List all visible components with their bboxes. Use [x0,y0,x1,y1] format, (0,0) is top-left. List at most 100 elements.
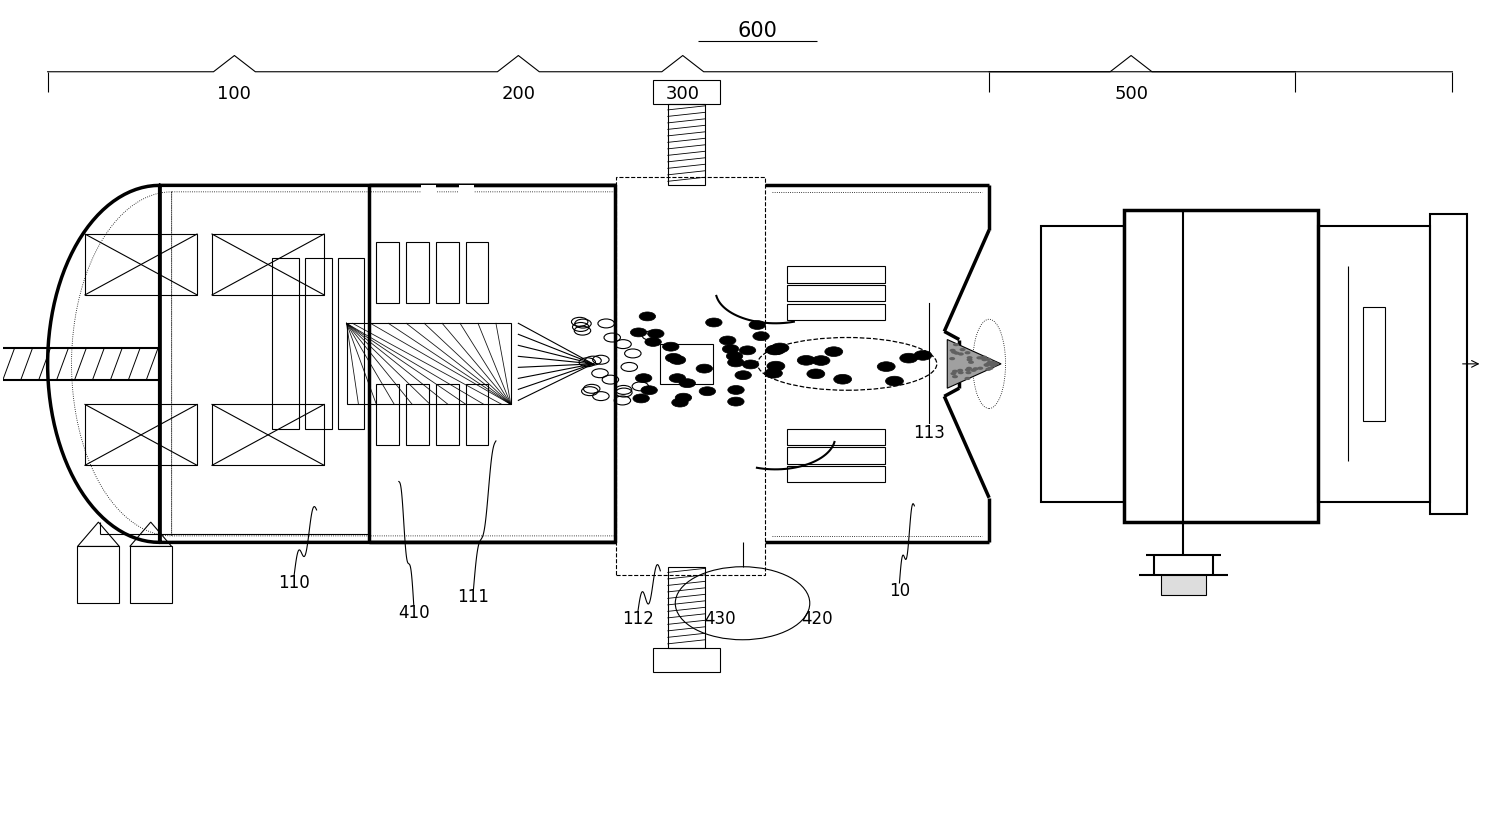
Circle shape [984,364,990,366]
Bar [1041,226,1124,502]
Circle shape [672,398,688,407]
Circle shape [986,362,992,365]
Bar [78,547,120,603]
Circle shape [964,351,970,355]
Circle shape [952,375,958,378]
Bar [211,234,324,295]
Text: 110: 110 [279,574,310,592]
Circle shape [984,364,990,367]
Text: 200: 200 [501,85,536,103]
Bar [211,404,324,466]
Circle shape [966,371,972,374]
Circle shape [748,320,765,329]
Circle shape [978,367,984,370]
Bar [304,258,332,429]
Bar [422,185,436,238]
Circle shape [900,353,918,363]
Bar [660,344,712,384]
Circle shape [878,362,896,372]
Bar [788,448,885,464]
Circle shape [699,386,715,395]
Circle shape [669,373,686,382]
Text: 113: 113 [914,424,945,442]
Circle shape [645,337,662,346]
Circle shape [648,329,664,338]
Circle shape [964,377,970,380]
Circle shape [986,368,992,371]
Circle shape [990,361,996,364]
Circle shape [972,367,978,370]
Bar [668,567,705,648]
Bar [436,384,459,445]
Text: 10: 10 [890,582,910,600]
Circle shape [966,367,972,370]
Bar [1362,307,1384,421]
Circle shape [766,345,784,355]
Circle shape [957,368,963,372]
Circle shape [952,369,958,373]
Bar [788,429,885,445]
Circle shape [981,355,987,359]
Bar [1161,575,1206,595]
Circle shape [768,345,786,355]
Text: 430: 430 [705,610,736,628]
Circle shape [640,386,657,395]
Circle shape [812,355,830,365]
Bar [130,547,171,603]
Circle shape [990,361,996,364]
Bar [1124,210,1318,522]
Circle shape [990,361,996,364]
Circle shape [705,318,722,327]
Circle shape [952,343,958,346]
Circle shape [825,346,843,356]
Circle shape [960,348,966,351]
Bar [788,285,885,301]
Bar [406,242,429,303]
Bar [466,384,489,445]
Text: 420: 420 [801,610,832,628]
Bar [376,384,399,445]
Circle shape [966,358,972,361]
Bar [652,80,720,105]
Circle shape [766,361,784,371]
Circle shape [666,354,682,362]
Circle shape [990,364,996,368]
Circle shape [735,371,752,380]
Circle shape [987,361,993,364]
Circle shape [950,357,956,360]
Circle shape [680,379,696,387]
Circle shape [696,364,712,373]
Circle shape [968,360,974,364]
Circle shape [723,345,740,354]
Circle shape [742,360,759,369]
Circle shape [980,356,986,359]
Circle shape [981,358,987,361]
Bar [652,648,720,672]
Circle shape [740,346,756,355]
Text: 112: 112 [622,610,654,628]
Circle shape [753,332,770,341]
Bar [668,105,705,185]
Circle shape [964,368,970,372]
Circle shape [726,351,742,360]
Circle shape [987,367,993,370]
Bar [788,266,885,283]
Circle shape [954,351,960,355]
Circle shape [798,355,814,365]
Circle shape [728,386,744,395]
Circle shape [970,368,976,372]
Bar [346,324,512,404]
Circle shape [807,369,825,379]
Bar [86,404,196,466]
Bar [1318,226,1430,502]
Circle shape [950,349,956,352]
Polygon shape [948,340,1000,388]
Bar [459,185,474,238]
Text: 500: 500 [1114,85,1148,103]
Circle shape [993,362,999,365]
Circle shape [669,355,686,364]
Circle shape [639,312,656,321]
Circle shape [771,343,789,353]
Bar [1430,214,1467,514]
Text: 600: 600 [738,21,777,41]
